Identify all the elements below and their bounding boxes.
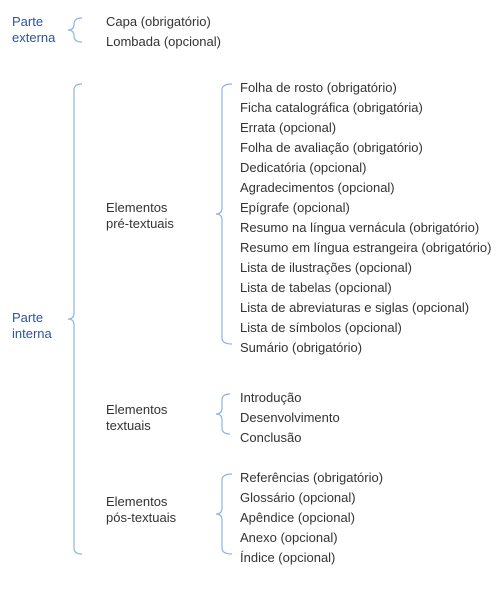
leaf-pre-11: Lista de abreviaturas e siglas (opcional… <box>240 300 469 316</box>
mid-label-2: Elementospós-textuais <box>106 494 176 525</box>
leaf-pre-1: Ficha catalográfica (obrigatória) <box>240 100 423 116</box>
leaf-externa-0: Capa (obrigatório) <box>106 14 211 30</box>
leaf-pre-2: Errata (opcional) <box>240 120 336 136</box>
mid-label-0: Elementospré-textuais <box>106 200 174 231</box>
bracket <box>216 394 234 438</box>
bracket <box>216 84 236 348</box>
leaf-pre-12: Lista de símbolos (opcional) <box>240 320 402 336</box>
leaf-pos-2: Apêndice (opcional) <box>240 510 355 526</box>
leaf-pre-4: Dedicatória (opcional) <box>240 160 366 176</box>
leaf-pre-5: Agradecimentos (opcional) <box>240 180 395 196</box>
leaf-pos-4: Índice (opcional) <box>240 550 335 566</box>
mid-label-1: Elementostextuais <box>106 402 167 433</box>
leaf-pos-1: Glossário (opcional) <box>240 490 356 506</box>
leaf-tex-0: Introdução <box>240 390 301 406</box>
leaf-pre-3: Folha de avaliação (obrigatório) <box>240 140 423 156</box>
leaf-tex-2: Conclusão <box>240 430 301 446</box>
leaf-externa-1: Lombada (opcional) <box>106 34 221 50</box>
leaf-pos-3: Anexo (opcional) <box>240 530 338 546</box>
bracket <box>216 474 236 558</box>
leaf-pre-10: Lista de tabelas (opcional) <box>240 280 392 296</box>
leaf-pre-8: Resumo em língua estrangeira (obrigatóri… <box>240 240 491 256</box>
bracket <box>68 18 86 46</box>
leaf-pre-6: Epígrafe (opcional) <box>240 200 350 216</box>
leaf-pre-0: Folha de rosto (obrigatório) <box>240 80 397 96</box>
structure-diagram: Parteexterna Parteinterna Elementospré-tex… <box>0 0 500 604</box>
root-label-1: Parteinterna <box>12 310 52 341</box>
root-label-0: Parteexterna <box>12 14 55 45</box>
leaf-tex-1: Desenvolvimento <box>240 410 340 426</box>
bracket <box>68 84 86 558</box>
leaf-pre-13: Sumário (obrigatório) <box>240 340 362 356</box>
leaf-pre-7: Resumo na língua vernácula (obrigatório) <box>240 220 479 236</box>
leaf-pos-0: Referências (obrigatório) <box>240 470 383 486</box>
leaf-pre-9: Lista de ilustrações (opcional) <box>240 260 412 276</box>
